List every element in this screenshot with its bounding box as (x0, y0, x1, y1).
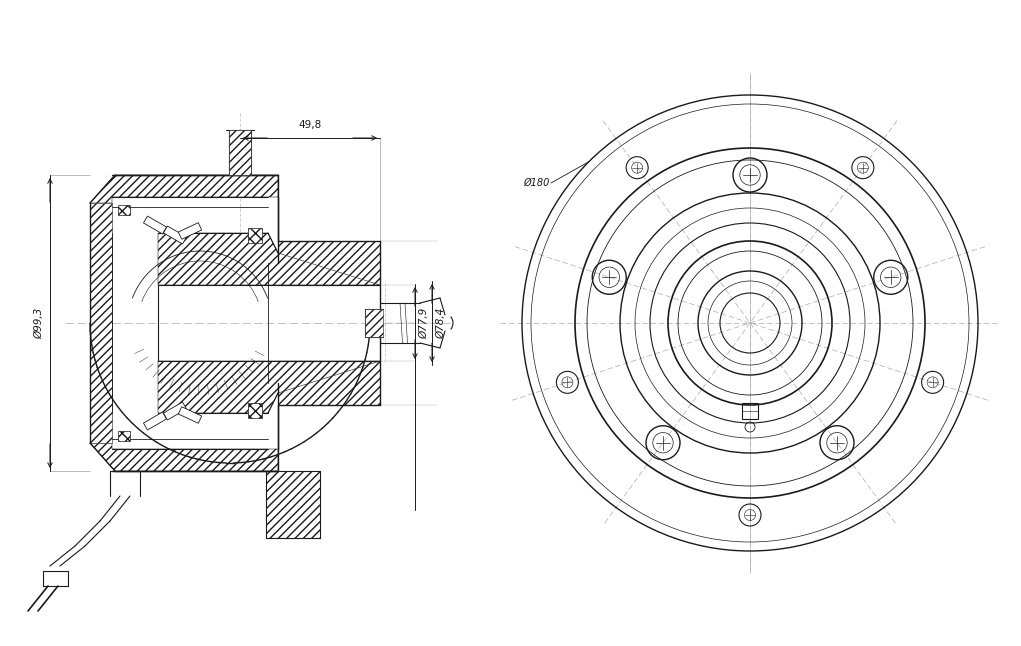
Polygon shape (278, 361, 380, 405)
Polygon shape (90, 443, 278, 471)
Text: Ø180: Ø180 (523, 178, 549, 188)
Polygon shape (248, 228, 262, 243)
Polygon shape (118, 431, 130, 441)
Polygon shape (179, 223, 202, 239)
Bar (742, 403, 758, 419)
Polygon shape (278, 241, 380, 285)
Polygon shape (163, 226, 187, 244)
Polygon shape (118, 205, 130, 215)
Text: Ø77,9: Ø77,9 (419, 307, 429, 339)
Polygon shape (179, 407, 202, 423)
Polygon shape (158, 361, 380, 413)
Text: 49,8: 49,8 (298, 120, 322, 130)
Text: Ø99,3: Ø99,3 (34, 307, 44, 339)
Polygon shape (144, 216, 166, 234)
Polygon shape (266, 471, 320, 538)
Polygon shape (248, 403, 262, 418)
Polygon shape (364, 309, 383, 337)
Text: Ø78,4: Ø78,4 (436, 307, 446, 339)
Polygon shape (229, 130, 251, 175)
Polygon shape (144, 412, 166, 430)
Polygon shape (163, 402, 187, 420)
Polygon shape (90, 175, 278, 203)
Polygon shape (90, 203, 112, 443)
Polygon shape (158, 233, 380, 285)
